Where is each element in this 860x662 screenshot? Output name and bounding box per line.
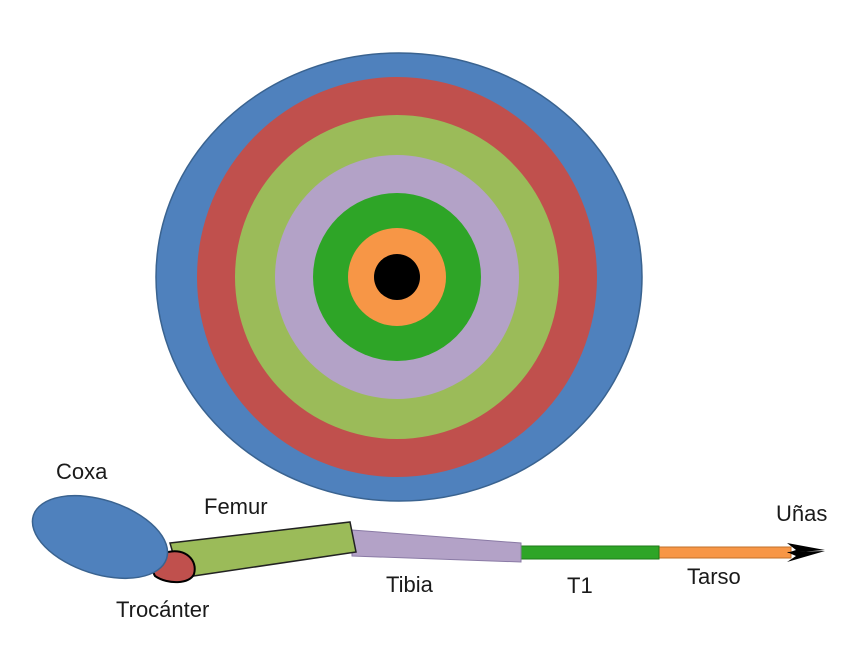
femur-segment xyxy=(169,521,357,579)
tibia-label: Tibia xyxy=(386,572,433,597)
trochanter-label: Trocánter xyxy=(116,597,210,622)
claw-upper xyxy=(787,543,825,553)
coxa-label: Coxa xyxy=(56,459,108,484)
claw-lower xyxy=(787,551,825,562)
claws-label: Uñas xyxy=(776,501,828,526)
tibia-segment xyxy=(351,529,522,563)
tarsus-segment xyxy=(656,546,792,559)
claw-ring xyxy=(374,254,420,300)
femur-label: Femur xyxy=(204,494,268,519)
coxa-segment xyxy=(31,494,169,580)
leg-drawing xyxy=(31,494,825,584)
t1-segment xyxy=(519,545,660,560)
concentric-rings xyxy=(155,52,643,502)
t1-label: T1 xyxy=(567,573,593,598)
tarsus-label: Tarso xyxy=(687,564,741,589)
